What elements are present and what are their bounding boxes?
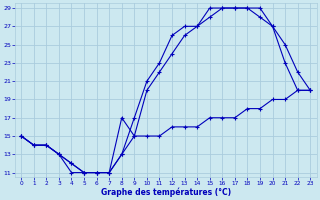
X-axis label: Graphe des températures (°C): Graphe des températures (°C) <box>101 187 231 197</box>
